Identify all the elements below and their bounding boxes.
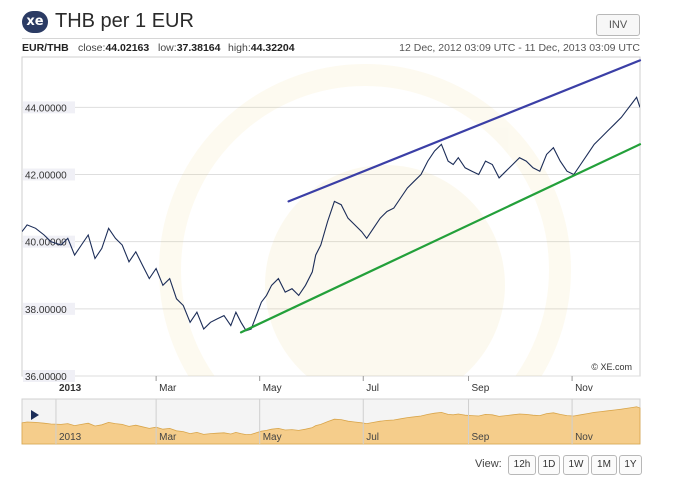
navigator-tick-label: 2013 [59,432,82,443]
series-line [22,96,640,332]
info-low: low:37.38164 [158,42,221,54]
navigator-tick-label: May [263,432,282,443]
navigator-tick-label: Jul [366,432,379,443]
upper-trendline [287,59,642,203]
date-range: 12 Dec, 2012 03:09 UTC - 11 Dec, 2013 03… [399,42,640,54]
range-1y-button[interactable]: 1Y [619,455,642,475]
play-icon[interactable] [31,410,39,420]
info-high: high:44.32204 [228,42,295,54]
y-tick-label: 42.00000 [25,171,67,182]
x-tick-label: Mar [159,383,177,394]
invert-button[interactable]: INV [596,14,640,36]
y-tick-label-bg [23,168,75,181]
x-tick-label: Jul [366,383,379,394]
view-label: View: [475,458,502,470]
plot-area [21,56,641,377]
y-tick-label: 36.00000 [25,372,67,383]
navigator[interactable]: 2013 Mar May Jul Sep Nov [21,398,641,445]
range-1m-button[interactable]: 1M [591,455,617,475]
watermark-logo [159,64,571,376]
range-12h-button[interactable]: 12h [508,455,536,475]
navigator-area [21,406,641,445]
xe-logo: xe [22,11,48,33]
x-tick-label: May [263,383,282,394]
lower-trendline [239,143,642,334]
navigator-tick-label: Sep [472,432,490,443]
y-tick-label-bg [23,302,75,315]
page-title: THB per 1 EUR [55,10,194,32]
info-close: close:44.02163 [78,42,150,54]
x-tick-label: Sep [472,383,490,394]
navigator-tick-label: Nov [575,432,593,443]
y-tick-label: 38.00000 [25,305,67,316]
range-1d-button[interactable]: 1D [538,455,560,475]
range-1w-button[interactable]: 1W [563,455,589,475]
watermark-text: © XE.com [591,362,632,372]
x-tick-label: Nov [575,383,593,394]
y-tick-label-bg [23,101,75,114]
y-tick-label: 40.00000 [25,238,67,249]
info-pair: EUR/THB [22,42,69,54]
x-tick-label: 2013 [59,383,82,394]
y-tick-label-bg [23,370,75,382]
navigator-tick-label: Mar [159,432,177,443]
y-tick-label: 44.00000 [25,103,67,114]
header-divider [22,38,640,39]
